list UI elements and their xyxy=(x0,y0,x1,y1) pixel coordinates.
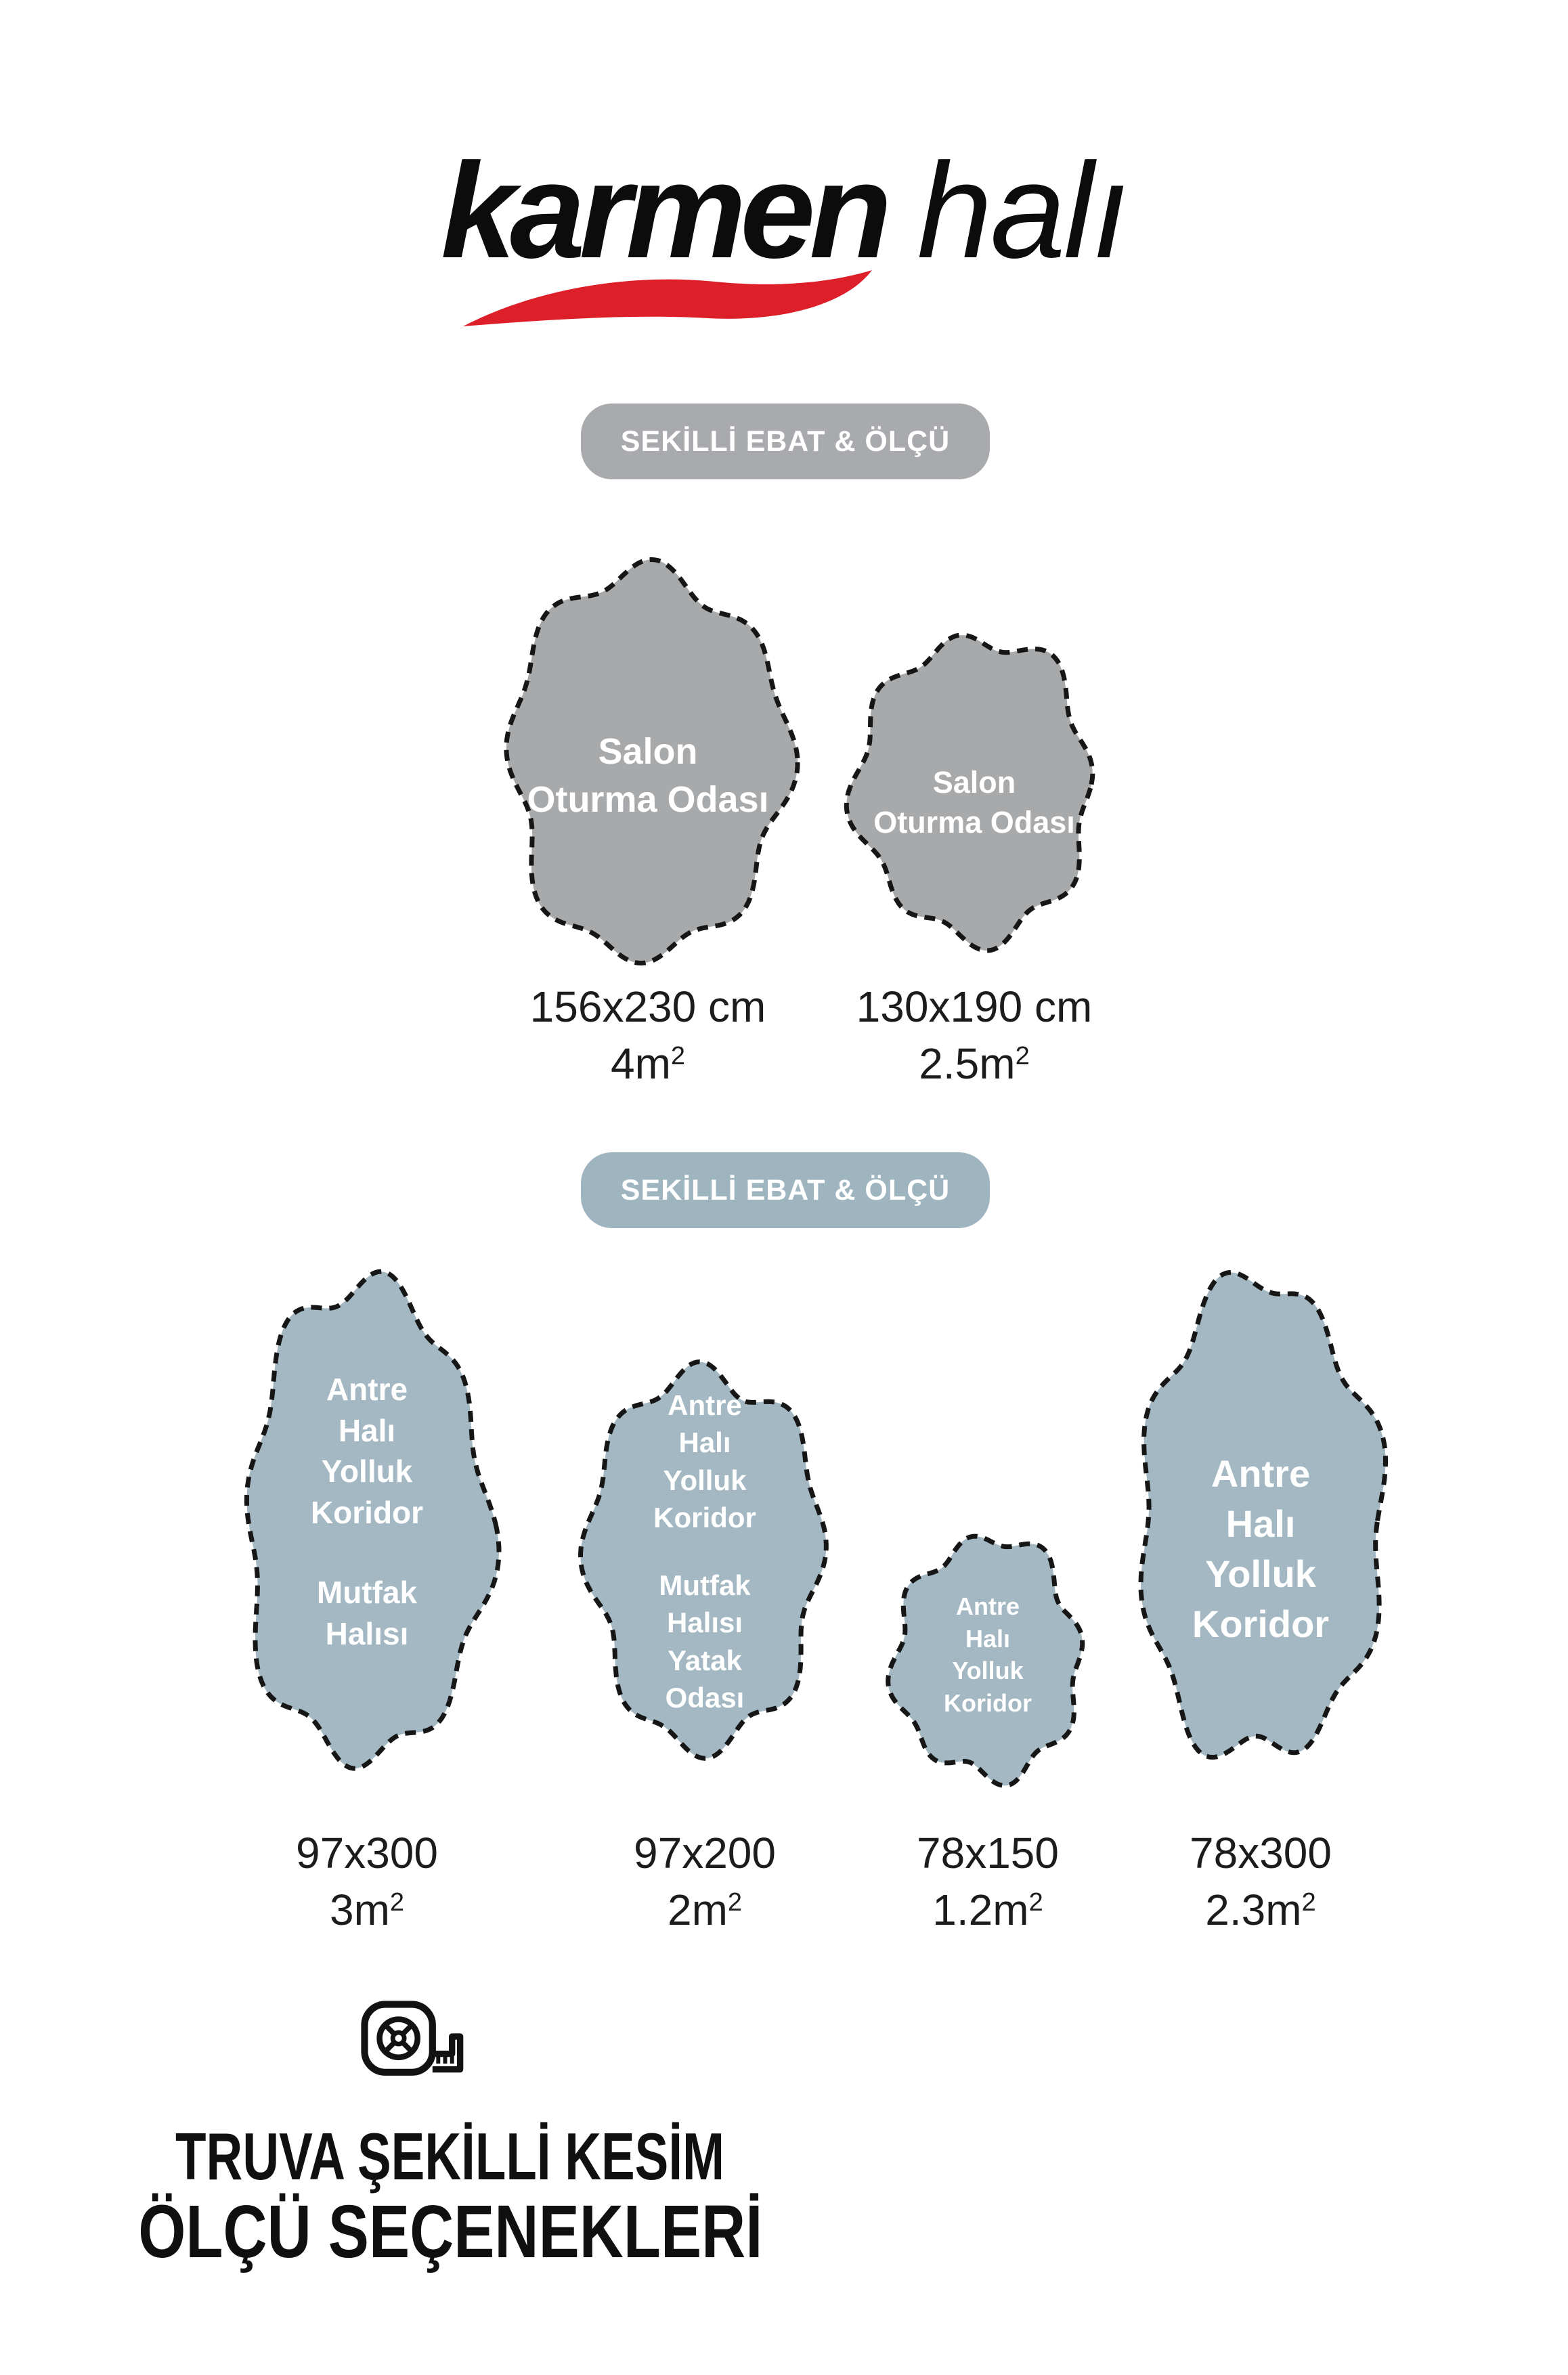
size-label-78x300: 78x300 2.3m2 xyxy=(1120,1828,1401,1935)
superscript-2: 2 xyxy=(1015,1042,1030,1071)
rug-shape-runner-97x200: Antre Halı Yolluk Koridor Mutfak Halısı … xyxy=(570,1342,840,1772)
rug-area: 1.2m2 xyxy=(932,1886,1043,1934)
rug-dimensions: 78x300 xyxy=(1190,1829,1332,1877)
rug-shape-salon-small: Salon Oturma Odası xyxy=(838,615,1110,961)
rug-shape-runner-97x300: Antre Halı Yolluk Koridor Mutfak Halısı xyxy=(227,1252,506,1794)
superscript-2: 2 xyxy=(670,1042,686,1071)
rug-use-label-primary: Antre Halı Yolluk Koridor xyxy=(1192,1452,1330,1645)
size-label-97x200: 97x200 2m2 xyxy=(570,1828,840,1935)
logo-swoosh-icon xyxy=(463,270,872,326)
rug-use-label-primary: Antre Halı Yolluk Koridor xyxy=(944,1592,1032,1717)
superscript-2: 2 xyxy=(1028,1888,1043,1917)
size-label-97x300: 97x300 3m2 xyxy=(227,1828,506,1935)
rug-dimensions: 78x150 xyxy=(917,1829,1059,1877)
rug-room-label: Salon Oturma Odası xyxy=(527,731,769,821)
rug-dimensions: 130x190 cm xyxy=(856,982,1093,1031)
superscript-2: 2 xyxy=(1301,1888,1316,1917)
footer-title-line1: TRUVA ŞEKİLLİ KESİM xyxy=(175,2119,725,2194)
rug-area: 2.3m2 xyxy=(1205,1886,1316,1934)
superscript-2: 2 xyxy=(389,1888,405,1917)
footer-title-line2: ÖLÇÜ SEÇENEKLERİ xyxy=(137,2190,763,2273)
size-label-156x230: 156x230 cm 4m2 xyxy=(489,982,807,1089)
rug-area: 2m2 xyxy=(667,1886,743,1934)
rug-area: 4m2 xyxy=(610,1039,686,1088)
rug-use-label-primary: Antre Halı Yolluk Koridor xyxy=(653,1389,756,1534)
rug-shape-runner-78x300: Antre Halı Yolluk Koridor xyxy=(1120,1251,1401,1793)
brand-name-light: halı xyxy=(917,135,1129,286)
section-badge-bottom-label: SEKİLLİ EBAT & ÖLÇÜ xyxy=(620,1173,951,1206)
rug-use-label-primary: Antre Halı Yolluk Koridor xyxy=(310,1372,424,1531)
rug-use-label-secondary: Mutfak Halısı Yatak Odası xyxy=(659,1569,751,1714)
brand-name-bold: karmen xyxy=(441,135,892,286)
superscript-2: 2 xyxy=(727,1888,743,1917)
rug-dimensions: 97x300 xyxy=(296,1829,438,1877)
size-label-78x150: 78x150 1.2m2 xyxy=(879,1828,1097,1935)
rug-dimensions: 156x230 cm xyxy=(529,982,766,1031)
tape-measure-icon xyxy=(361,2001,464,2076)
section-badge-bottom: SEKİLLİ EBAT & ÖLÇÜ xyxy=(581,1152,990,1228)
section-badge-top-label: SEKİLLİ EBAT & ÖLÇÜ xyxy=(620,424,951,458)
rug-use-label-secondary: Mutfak Halısı xyxy=(316,1575,418,1651)
brand-logo: karmen halı xyxy=(0,144,1568,279)
rug-shape-runner-78x150: Antre Halı Yolluk Koridor xyxy=(879,1520,1097,1797)
rug-area: 2.5m2 xyxy=(919,1039,1030,1088)
rug-dimensions: 97x200 xyxy=(634,1829,776,1877)
section-badge-top: SEKİLLİ EBAT & ÖLÇÜ xyxy=(581,404,990,479)
rug-shape-salon-large: Salon Oturma Odası xyxy=(489,543,807,982)
rug-area: 3m2 xyxy=(329,1886,405,1934)
size-label-130x190: 130x190 cm 2.5m2 xyxy=(838,982,1110,1089)
rug-room-label: Salon Oturma Odası xyxy=(873,765,1075,840)
